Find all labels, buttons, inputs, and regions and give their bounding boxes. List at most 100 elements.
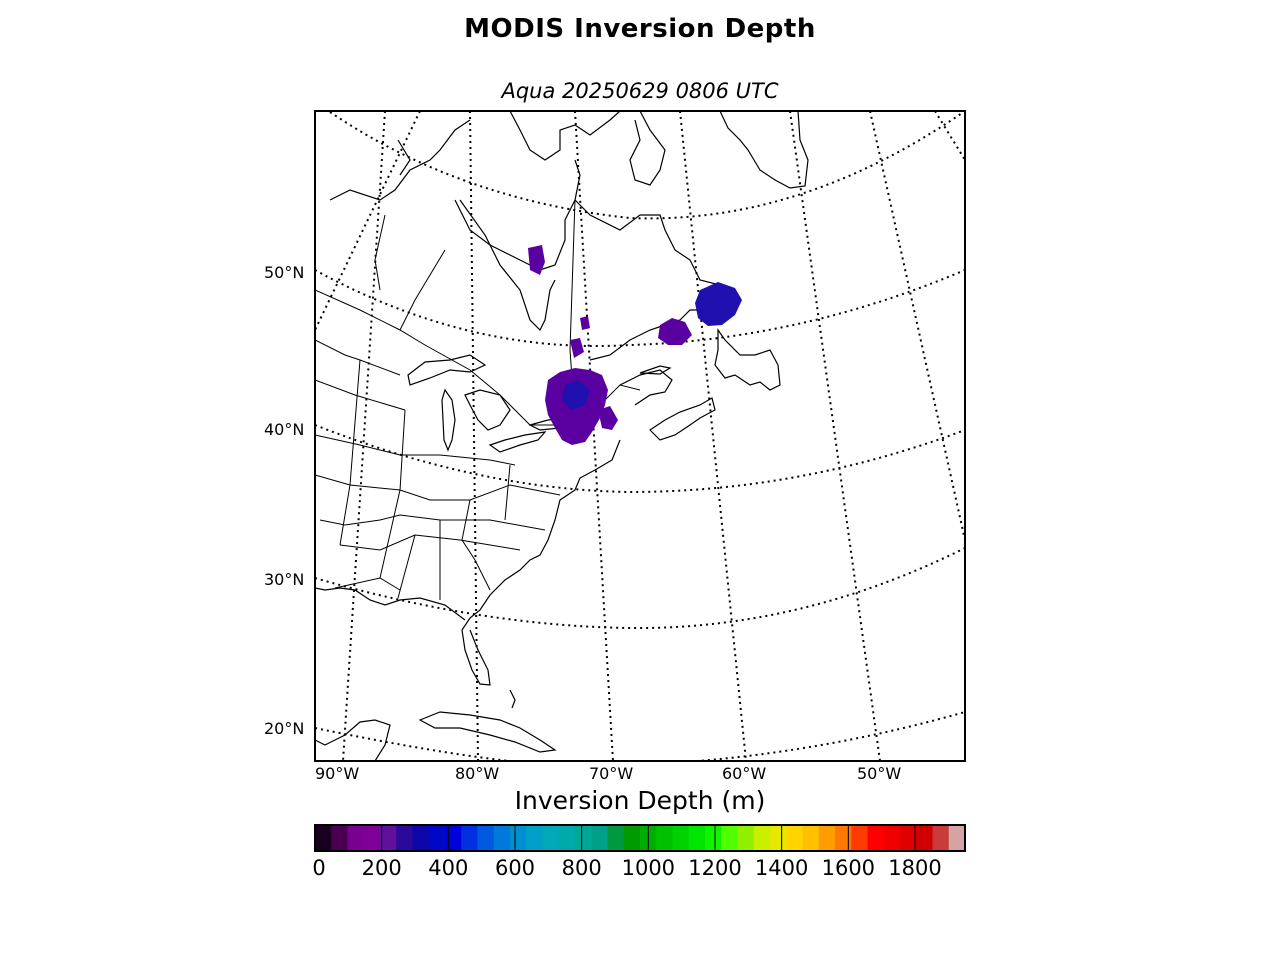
newfoundland-coast bbox=[714, 328, 781, 391]
meridian-40w bbox=[869, 111, 965, 541]
colorbar-cell bbox=[493, 825, 511, 851]
figure-subtitle: Aqua 20250629 0806 UTC bbox=[501, 79, 779, 103]
state-lines-1 bbox=[315, 339, 401, 376]
meridian-60w bbox=[679, 111, 747, 761]
map-area bbox=[315, 111, 965, 761]
state-lines-5 bbox=[319, 514, 546, 531]
colorbar-cell bbox=[623, 825, 641, 851]
inversion-cluster-scattered-2 bbox=[598, 406, 618, 430]
state-lines-2 bbox=[315, 379, 406, 411]
colorbar-cell bbox=[428, 825, 446, 851]
hudson-bay-east bbox=[459, 199, 556, 332]
anticosti-island bbox=[639, 365, 672, 375]
ungava-coast bbox=[454, 159, 581, 271]
colorbar-tick-label: 200 bbox=[361, 856, 402, 880]
vertical-line-6 bbox=[504, 464, 511, 521]
colorbar-cell bbox=[851, 825, 869, 851]
colorbar-cell bbox=[656, 825, 674, 851]
parallel-40n bbox=[315, 424, 965, 494]
yucatan-coast bbox=[315, 719, 391, 761]
colorbar-cell bbox=[688, 825, 706, 851]
meridian-70w bbox=[574, 111, 614, 761]
nova-scotia-coast bbox=[649, 397, 716, 441]
colorbar-cell bbox=[932, 825, 950, 851]
lake-huron bbox=[464, 389, 511, 431]
colorbar-cell bbox=[331, 825, 349, 851]
lat-label-30n: 30°N bbox=[264, 570, 305, 589]
inversion-cluster-newfoundland bbox=[695, 282, 742, 326]
colorbar-cell bbox=[575, 825, 592, 851]
inversion-cluster-quebec-core bbox=[562, 380, 590, 410]
colorbar-cell bbox=[900, 825, 917, 851]
vertical-line-1 bbox=[339, 359, 361, 546]
colorbar-cell bbox=[477, 825, 495, 851]
colorbar-cell bbox=[607, 825, 625, 851]
figure-title: MODIS Inversion Depth bbox=[464, 14, 816, 44]
lon-label-70w: 70°W bbox=[589, 764, 634, 783]
colorbar-cell bbox=[948, 825, 966, 851]
meridian-100w bbox=[315, 111, 421, 331]
colorbar-cell bbox=[753, 825, 771, 851]
parallel-20n bbox=[315, 711, 965, 761]
greenland-coast bbox=[719, 111, 809, 189]
colorbar-cell bbox=[786, 825, 804, 851]
inversion-depth-field bbox=[528, 245, 742, 445]
colorbar-cell bbox=[916, 825, 934, 851]
colorbar-cell bbox=[347, 825, 365, 851]
state-lines-3 bbox=[315, 434, 516, 466]
colorbar-cell bbox=[835, 825, 852, 851]
lon-label-50w: 50°W bbox=[857, 764, 902, 783]
colorbar-cell bbox=[510, 825, 527, 851]
colorbar-cell bbox=[705, 825, 722, 851]
colorbar-tick-label: 1000 bbox=[621, 856, 676, 880]
colorbar-cell bbox=[412, 825, 430, 851]
lake-superior bbox=[407, 354, 487, 386]
colorbar-cell bbox=[883, 825, 901, 851]
vertical-line-7 bbox=[374, 214, 386, 291]
colorbar-label: Inversion Depth (m) bbox=[514, 786, 766, 815]
colorbar-cell bbox=[802, 825, 820, 851]
colorbar-cell bbox=[770, 825, 787, 851]
colorbar-cell bbox=[363, 825, 381, 851]
inversion-cluster-gulf bbox=[658, 318, 692, 345]
colorbar-frame bbox=[314, 824, 966, 852]
labrador-coast bbox=[574, 199, 736, 301]
lon-label-90w: 90°W bbox=[315, 764, 360, 783]
parallel-30n bbox=[315, 547, 965, 630]
hudson-bay-coast bbox=[329, 119, 471, 201]
lon-label-60w: 60°W bbox=[722, 764, 767, 783]
vertical-line-5 bbox=[461, 499, 491, 591]
gulf-coast bbox=[315, 587, 466, 621]
colorbar-cell bbox=[445, 825, 462, 851]
colorbar-cell bbox=[396, 825, 414, 851]
colorbar-cell bbox=[672, 825, 690, 851]
baffin-island-south bbox=[629, 111, 666, 186]
graticule-meridians bbox=[315, 111, 965, 761]
coastlines bbox=[315, 111, 809, 761]
colorbar-tick-label: 600 bbox=[494, 856, 536, 880]
map-frame bbox=[314, 110, 966, 762]
cuba-coast bbox=[418, 711, 557, 753]
vertical-line-8 bbox=[399, 249, 446, 331]
meridian-50w bbox=[789, 111, 881, 761]
bahamas bbox=[509, 689, 516, 709]
colorbar-cell bbox=[542, 825, 560, 851]
colorbar-cell bbox=[721, 825, 739, 851]
colorbar-cells bbox=[315, 825, 966, 851]
colorbar-cell bbox=[315, 825, 332, 851]
colorbar-cell bbox=[558, 825, 576, 851]
us-east-coast bbox=[461, 439, 621, 686]
meridian-80w bbox=[469, 111, 479, 761]
colorbar-tick-label: 0 bbox=[312, 856, 326, 880]
colorbar-cell bbox=[526, 825, 544, 851]
inversion-cluster-scattered-1 bbox=[570, 338, 584, 358]
meridian-90w bbox=[342, 111, 386, 761]
colorbar-tick-label: 1600 bbox=[821, 856, 876, 880]
political-borders bbox=[315, 199, 641, 600]
lat-label-20n: 20°N bbox=[264, 719, 305, 738]
colorbar-cell bbox=[867, 825, 885, 851]
colorbar-cell bbox=[591, 825, 609, 851]
colorbar-tick-label: 1200 bbox=[688, 856, 742, 880]
arctic-islands-west bbox=[397, 139, 411, 176]
